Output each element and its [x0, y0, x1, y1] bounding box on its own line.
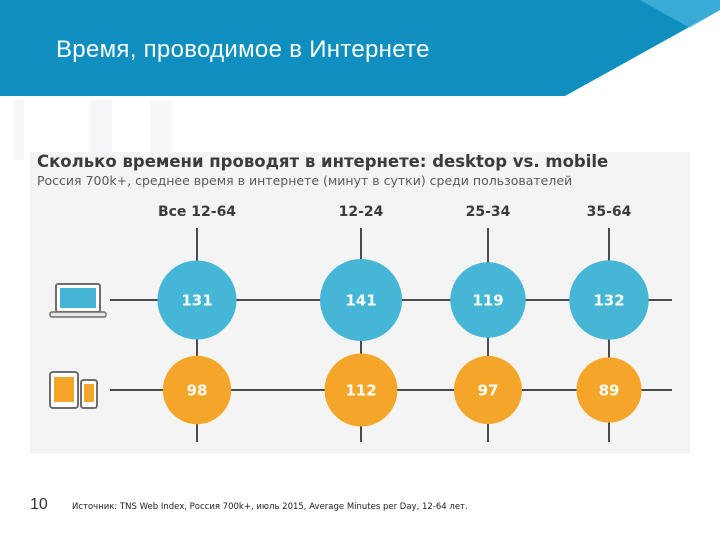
- bubble-value-label: 119: [472, 292, 503, 310]
- slide-title: Время, проводимое в Интернете: [56, 36, 430, 63]
- bubble-desktop: [569, 260, 649, 340]
- category-label: 12-24: [339, 204, 384, 220]
- source-note: Источник: TNS Web Index, Россия 700k+, и…: [72, 502, 468, 512]
- bubble-value-label: 98: [187, 382, 208, 400]
- bubble-mobile: [324, 353, 398, 427]
- tablet-phone-icon: [49, 371, 98, 409]
- bubble-value-label: 131: [181, 292, 212, 310]
- category-labels: Все 12-64 12-24 25-34 35-64: [158, 204, 632, 220]
- category-label: Все 12-64: [158, 204, 236, 220]
- bubble-value-label: 112: [345, 382, 376, 400]
- bubble-desktop: [450, 262, 526, 338]
- bubble-mobile: [576, 357, 642, 423]
- bubble-value-label: 141: [345, 292, 376, 310]
- bubble-value-label: 132: [593, 292, 624, 310]
- bubble-desktop: [320, 259, 402, 341]
- header-shape: [0, 0, 720, 96]
- bubble-value-label: 89: [599, 382, 620, 400]
- row-icons: [49, 283, 107, 409]
- bubble-desktop: [157, 260, 237, 340]
- page-number: 10: [30, 496, 48, 513]
- chart-subtitle: Россия 700k+, среднее время в интернете …: [37, 173, 573, 188]
- bubble-value-label: 97: [478, 382, 499, 400]
- laptop-icon: [49, 283, 107, 318]
- category-label: 35-64: [587, 204, 632, 220]
- bubble-mobile: [162, 355, 232, 425]
- bubbles: 131 141 119 132 98 112 97 89: [157, 259, 649, 427]
- category-label: 25-34: [466, 204, 511, 220]
- chart-title: Сколько времени проводят в интернете: de…: [37, 152, 609, 171]
- header-band: [0, 0, 720, 96]
- header-accent: [640, 0, 720, 28]
- bubble-mobile: [454, 356, 522, 424]
